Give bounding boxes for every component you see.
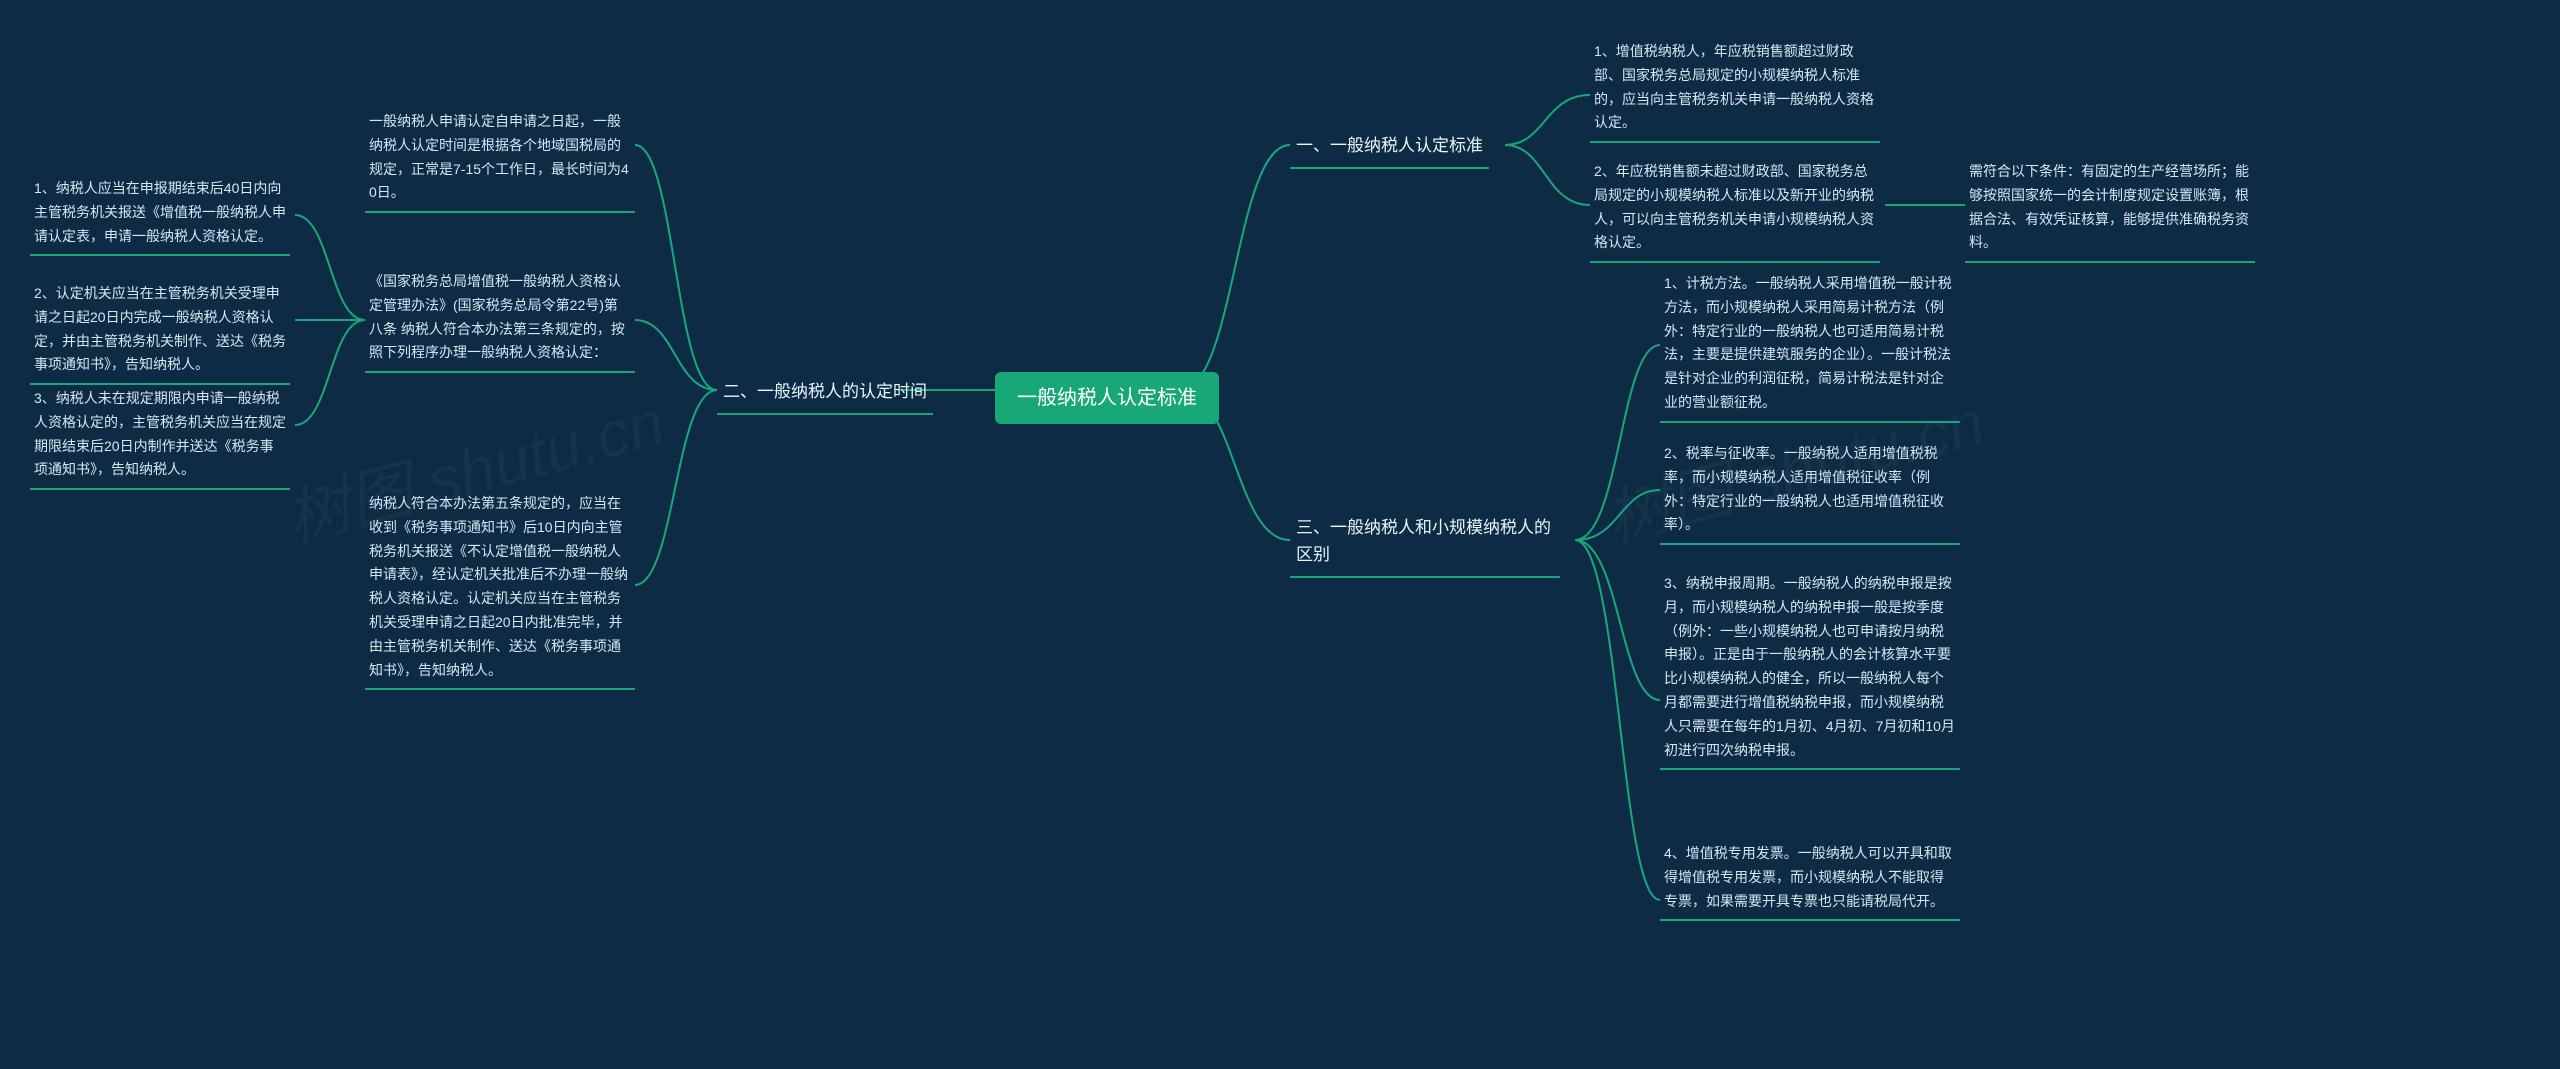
leaf-r2-c3[interactable]: 3、纳税申报周期。一般纳税人的纳税申报是按月，而小规模纳税人的纳税申报一般是按季… (1660, 570, 1960, 770)
leaf-r1-c2[interactable]: 2、年应税销售额未超过财政部、国家税务总局规定的小规模纳税人标准以及新开业的纳税… (1590, 158, 1880, 263)
leaf-l1-c3[interactable]: 纳税人符合本办法第五条规定的，应当在收到《税务事项通知书》后10日内向主管税务机… (365, 490, 635, 690)
leaf-l1-c1[interactable]: 一般纳税人申请认定自申请之日起，一般纳税人认定时间是根据各个地域国税局的规定，正… (365, 108, 635, 213)
branch-left-1[interactable]: 二、一般纳税人的认定时间 (717, 374, 933, 415)
leaf-r2-c1[interactable]: 1、计税方法。一般纳税人采用增值税一般计税方法，而小规模纳税人采用简易计税方法（… (1660, 270, 1960, 423)
leaf-l1-c2-s2[interactable]: 2、认定机关应当在主管税务机关受理申请之日起20日内完成一般纳税人资格认定，并由… (30, 280, 290, 385)
leaf-r2-c4[interactable]: 4、增值税专用发票。一般纳税人可以开具和取得增值税专用发票，而小规模纳税人不能取… (1660, 840, 1960, 921)
leaf-l1-c2[interactable]: 《国家税务总局增值税一般纳税人资格认定管理办法》(国家税务总局令第22号)第八条… (365, 268, 635, 373)
branch-right-1[interactable]: 一、一般纳税人认定标准 (1290, 128, 1489, 169)
leaf-r1-c1[interactable]: 1、增值税纳税人，年应税销售额超过财政部、国家税务总局规定的小规模纳税人标准的，… (1590, 38, 1880, 143)
leaf-l1-c2-s1[interactable]: 1、纳税人应当在申报期结束后40日内向主管税务机关报送《增值税一般纳税人申请认定… (30, 175, 290, 256)
root-node[interactable]: 一般纳税人认定标准 (995, 372, 1219, 424)
branch-right-2[interactable]: 三、一般纳税人和小规模纳税人的区别 (1290, 510, 1560, 578)
leaf-r2-c2[interactable]: 2、税率与征收率。一般纳税人适用增值税税率，而小规模纳税人适用增值税征收率（例外… (1660, 440, 1960, 545)
leaf-l1-c2-s3[interactable]: 3、纳税人未在规定期限内申请一般纳税人资格认定的，主管税务机关应当在规定期限结束… (30, 385, 290, 490)
leaf-r1-c2-extra[interactable]: 需符合以下条件：有固定的生产经营场所；能够按照国家统一的会计制度规定设置账簿，根… (1965, 158, 2255, 263)
